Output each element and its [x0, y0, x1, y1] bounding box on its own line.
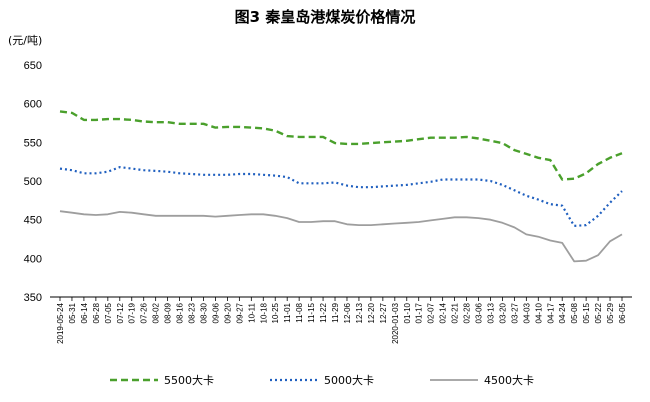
x-tick-label: 01-10	[403, 302, 412, 323]
y-axis-unit-label: (元/吨)	[8, 34, 42, 47]
x-tick-label: 02-14	[439, 302, 448, 323]
x-tick-label: 11-22	[319, 302, 328, 322]
x-tick-label: 12-13	[355, 302, 364, 323]
x-tick-label: 01-17	[415, 302, 424, 323]
x-tick-label: 06-14	[80, 302, 89, 323]
series-line-2	[59, 166, 623, 227]
legend-label: 5000大卡	[324, 373, 374, 387]
x-tick-label: 04-24	[558, 302, 567, 323]
x-tick-label: 11-01	[283, 302, 292, 322]
x-tick-label: 2019-05-24	[56, 302, 65, 343]
x-tick-label: 03-13	[486, 302, 495, 323]
x-tick-label: 03-06	[475, 302, 484, 323]
x-tick-label: 08-16	[176, 302, 185, 323]
x-tick-label: 07-05	[104, 302, 113, 323]
x-tick-label: 12-06	[343, 302, 352, 323]
x-tick-label: 11-08	[295, 302, 304, 322]
x-tick-label: 10-18	[259, 302, 268, 323]
x-tick-label: 02-07	[427, 302, 436, 323]
legend-label: 4500大卡	[484, 373, 534, 387]
legend-label: 5500大卡	[164, 373, 214, 387]
legend: 5500大卡 5000大卡 4500大卡	[110, 373, 534, 387]
x-tick-label: 03-20	[498, 302, 507, 323]
x-tick-label: 03-27	[510, 302, 519, 323]
x-tick-label: 09-06	[211, 302, 220, 323]
x-tick-label: 09-27	[235, 302, 244, 323]
x-tick-label: 08-02	[152, 302, 161, 323]
x-tick-label: 12-27	[379, 302, 388, 323]
x-tick-label: 06-28	[92, 302, 101, 323]
x-tick-label: 04-10	[534, 302, 543, 323]
x-tick-label: 11-29	[331, 302, 340, 322]
x-tick-label: 07-26	[140, 302, 149, 323]
y-tick-label: 500	[24, 176, 42, 188]
chart-title: 图3 秦皇岛港煤炭价格情况	[235, 8, 416, 26]
x-tick-label: 08-09	[164, 302, 173, 323]
x-tick-label: 07-19	[128, 302, 137, 323]
x-tick-label: 04-17	[546, 302, 555, 323]
x-tick-label: 05-22	[594, 302, 603, 323]
series-lines	[59, 110, 623, 263]
x-axis: 2019-05-24 05-31 06-14 06-28 07-05 07-12 07-19…	[50, 296, 632, 344]
x-tick-label: 10-25	[271, 302, 280, 323]
x-tick-label: 07-12	[116, 302, 125, 323]
x-tick-label: 08-30	[199, 302, 208, 323]
x-tick-label: 05-15	[582, 302, 591, 323]
x-tick-label: 09-20	[223, 302, 232, 323]
y-tick-label: 400	[24, 253, 42, 265]
y-axis-ticks: 350 400 450 500 550 600 650	[24, 60, 42, 304]
x-tick-label: 05-08	[570, 302, 579, 323]
x-tick-label: 10-11	[247, 302, 256, 322]
y-tick-label: 550	[24, 137, 42, 149]
y-tick-label: 350	[24, 292, 42, 304]
y-tick-label: 650	[24, 60, 42, 72]
series-line-1	[59, 110, 623, 181]
x-tick-label: 08-23	[188, 302, 197, 323]
y-tick-label: 600	[24, 99, 42, 111]
x-tick-label: 06-05	[618, 302, 627, 323]
x-tick-label: 02-28	[463, 302, 472, 323]
y-tick-label: 450	[24, 215, 42, 227]
series-line-3	[59, 210, 623, 263]
x-tick-label: 04-03	[522, 302, 531, 323]
x-tick-label: 11-15	[307, 302, 316, 322]
x-tick-label: 05-31	[68, 302, 77, 323]
x-tick-label: 2020-01-03	[391, 302, 400, 343]
x-tick-label: 12-20	[367, 302, 376, 323]
x-tick-label: 02-21	[451, 302, 460, 323]
x-tick-label: 05-29	[606, 302, 615, 323]
